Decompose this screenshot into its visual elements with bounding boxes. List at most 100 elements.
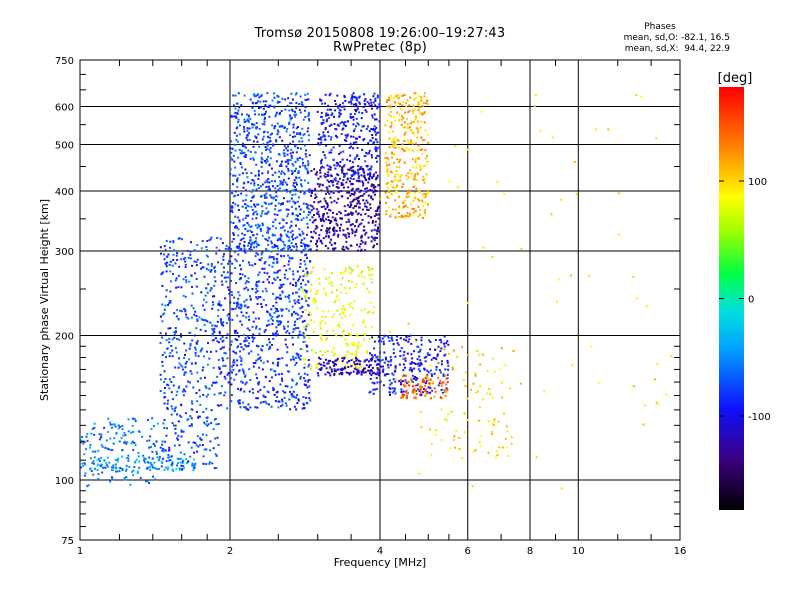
data-point [244,344,247,347]
data-point [256,242,259,245]
data-point [361,275,363,278]
data-point [87,484,90,487]
data-point [281,400,284,403]
data-point [298,140,301,143]
data-point [181,461,184,464]
data-point [376,236,378,239]
data-point [246,209,249,212]
data-point [249,150,252,153]
data-point [243,287,246,290]
data-point [266,324,268,327]
data-point [89,444,92,446]
data-point [199,328,202,331]
data-point [373,306,376,309]
data-point [235,302,238,305]
data-point [287,169,290,172]
data-point [281,379,284,382]
data-point [317,290,320,293]
data-point [409,129,412,131]
data-point [323,268,326,271]
data-point [218,249,221,252]
data-point [229,173,232,176]
data-point [493,420,496,423]
data-point [351,94,354,97]
data-point [263,267,266,270]
data-point [353,361,356,364]
data-point [404,359,407,362]
data-point [350,228,353,231]
data-point [376,355,379,358]
data-point [204,376,206,379]
data-point [486,370,489,373]
data-point [253,124,256,127]
data-point [260,215,263,217]
data-point [351,353,354,355]
data-point [318,237,320,240]
data-point [407,340,410,343]
data-point [312,330,315,333]
data-point [161,354,164,356]
data-point [345,136,348,139]
data-point [376,174,379,177]
data-point [402,117,405,120]
data-point [279,209,282,212]
data-point [117,427,120,430]
data-point [343,366,346,369]
data-point [411,158,414,161]
data-point [234,267,237,269]
data-point [190,274,193,277]
data-point [260,303,263,306]
data-point [337,163,340,166]
data-point [480,110,483,113]
data-point [291,108,294,111]
data-point [210,263,213,266]
data-point [199,395,202,398]
data-point [163,245,166,247]
data-point [362,371,365,374]
data-point [397,343,400,346]
data-point [81,462,84,465]
data-point [170,455,173,458]
data-point [365,128,368,130]
data-point [491,256,494,258]
data-point [267,203,270,206]
data-point [360,234,363,237]
data-point [418,111,421,114]
data-point [256,297,259,300]
data-point [324,135,326,138]
data-point [406,206,409,209]
data-point [195,278,198,280]
data-point [404,379,407,382]
data-point [161,336,164,339]
data-point [153,466,156,469]
data-point [411,357,414,360]
data-point [401,393,404,396]
data-point [385,213,388,216]
data-point [275,160,278,163]
data-point [478,406,481,409]
data-point [242,372,245,375]
data-point [236,332,239,334]
data-point [498,446,501,449]
data-point [270,167,273,170]
data-point [254,291,257,294]
data-point [345,139,348,142]
data-point [212,447,215,450]
data-point [402,363,405,366]
data-point [430,358,433,361]
data-point [182,465,185,467]
data-point [349,201,352,204]
data-point [296,318,299,321]
data-point [276,348,279,351]
data-point [345,221,348,224]
data-point [254,240,257,243]
data-point [280,283,283,286]
data-point [300,179,303,182]
data-point [297,399,300,402]
data-point [412,186,415,189]
data-point [360,174,363,177]
data-point [285,147,288,150]
data-point [235,102,238,105]
data-point [231,262,234,265]
data-point [341,360,344,362]
